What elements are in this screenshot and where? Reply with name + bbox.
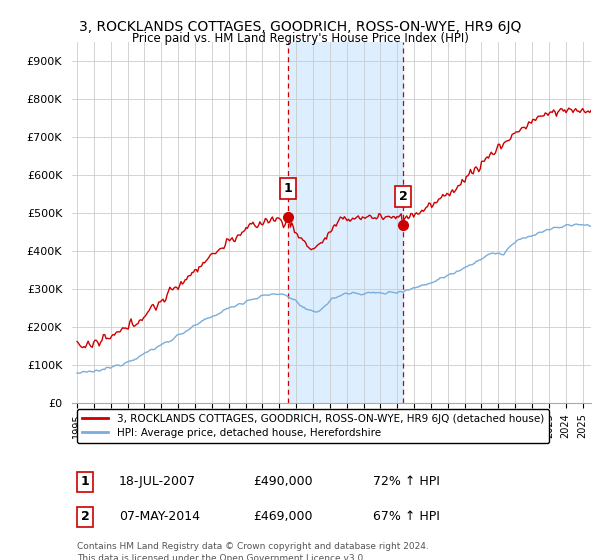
- Text: 1: 1: [80, 475, 89, 488]
- Text: 2: 2: [399, 190, 407, 203]
- Text: 07-MAY-2014: 07-MAY-2014: [119, 510, 200, 523]
- Text: 2: 2: [80, 510, 89, 523]
- Text: £469,000: £469,000: [254, 510, 313, 523]
- Text: Contains HM Land Registry data © Crown copyright and database right 2024.: Contains HM Land Registry data © Crown c…: [77, 542, 429, 552]
- Bar: [289, 42, 403, 403]
- Text: £490,000: £490,000: [254, 475, 313, 488]
- Text: 3, ROCKLANDS COTTAGES, GOODRICH, ROSS-ON-WYE, HR9 6JQ: 3, ROCKLANDS COTTAGES, GOODRICH, ROSS-ON…: [79, 20, 521, 34]
- Text: Price paid vs. HM Land Registry's House Price Index (HPI): Price paid vs. HM Land Registry's House …: [131, 32, 469, 45]
- Text: 18-JUL-2007: 18-JUL-2007: [119, 475, 196, 488]
- Text: This data is licensed under the Open Government Licence v3.0.: This data is licensed under the Open Gov…: [77, 554, 367, 560]
- Legend: 3, ROCKLANDS COTTAGES, GOODRICH, ROSS-ON-WYE, HR9 6JQ (detached house), HPI: Ave: 3, ROCKLANDS COTTAGES, GOODRICH, ROSS-ON…: [77, 409, 549, 443]
- Text: 67% ↑ HPI: 67% ↑ HPI: [373, 510, 440, 523]
- Text: 72% ↑ HPI: 72% ↑ HPI: [373, 475, 440, 488]
- Text: 1: 1: [284, 182, 293, 195]
